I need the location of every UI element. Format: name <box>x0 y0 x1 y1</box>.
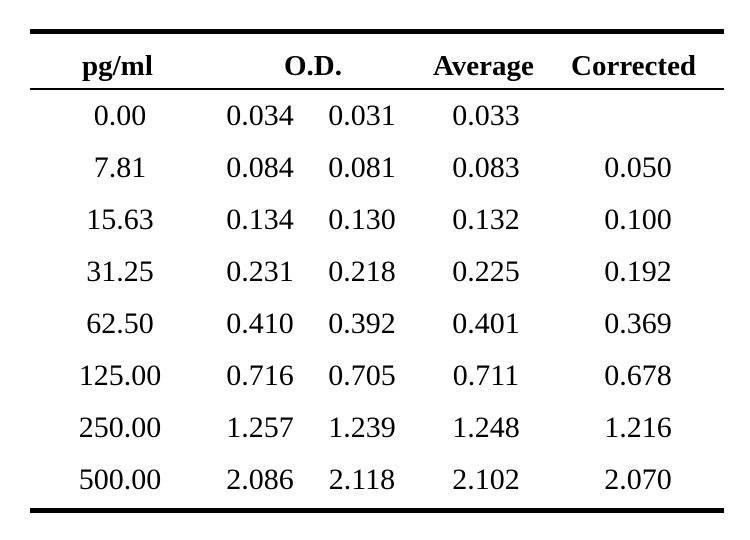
cell-average: 0.083 <box>452 151 520 184</box>
cell-average: 0.132 <box>452 203 520 236</box>
cell-concentration: 125.00 <box>78 359 162 392</box>
cell-concentration: 0.00 <box>93 99 147 132</box>
cell-average: 0.401 <box>452 307 520 340</box>
table-row: 125.00 0.716 0.705 0.711 0.678 <box>30 350 724 402</box>
cell-od-1: 1.257 <box>226 411 294 444</box>
cell-od-2: 1.239 <box>328 411 396 444</box>
cell-od-2: 2.118 <box>328 463 396 496</box>
cell-od-2: 0.031 <box>328 99 396 132</box>
cell-od-2: 0.705 <box>328 359 396 392</box>
standard-curve-table: pg/ml O.D. Average Corrected 0.00 0.034 … <box>30 29 724 513</box>
header-corrected: Corrected <box>571 50 697 82</box>
table-row: 15.63 0.134 0.130 0.132 0.100 <box>30 194 724 246</box>
cell-od-2: 0.392 <box>328 307 396 340</box>
cell-concentration: 31.25 <box>86 255 154 288</box>
header-od: O.D. <box>284 50 342 82</box>
table-row: 500.00 2.086 2.118 2.102 2.070 <box>30 454 724 506</box>
cell-od-1: 0.034 <box>226 99 294 132</box>
table-header: pg/ml O.D. Average Corrected <box>30 34 724 88</box>
cell-average: 2.102 <box>452 463 520 496</box>
cell-average: 0.225 <box>452 255 520 288</box>
cell-corrected: 0.192 <box>604 255 672 288</box>
header-average: Average <box>433 50 534 82</box>
cell-od-2: 0.218 <box>328 255 396 288</box>
cell-od-1: 0.134 <box>226 203 294 236</box>
table-row: 7.81 0.084 0.081 0.083 0.050 <box>30 142 724 194</box>
cell-concentration: 7.81 <box>93 151 147 184</box>
cell-od-2: 0.081 <box>328 151 396 184</box>
cell-corrected: 0.050 <box>604 151 672 184</box>
cell-od-1: 0.084 <box>226 151 294 184</box>
top-rule <box>30 29 724 34</box>
header-rule <box>30 88 724 90</box>
cell-average: 0.033 <box>452 99 520 132</box>
cell-corrected: 0.369 <box>604 307 672 340</box>
cell-od-1: 0.410 <box>226 307 294 340</box>
cell-od-1: 0.231 <box>226 255 294 288</box>
table-row: 0.00 0.034 0.031 0.033 <box>30 90 724 142</box>
table-row: 250.00 1.257 1.239 1.248 1.216 <box>30 402 724 454</box>
cell-average: 1.248 <box>452 411 520 444</box>
cell-average: 0.711 <box>452 359 520 392</box>
bottom-rule <box>30 508 724 513</box>
table-row: 31.25 0.231 0.218 0.225 0.192 <box>30 246 724 298</box>
cell-od-1: 0.716 <box>226 359 294 392</box>
cell-concentration: 500.00 <box>78 463 162 496</box>
cell-od-1: 2.086 <box>226 463 294 496</box>
cell-concentration: 15.63 <box>86 203 154 236</box>
cell-corrected: 1.216 <box>604 411 672 444</box>
cell-od-2: 0.130 <box>328 203 396 236</box>
cell-corrected: 0.100 <box>604 203 672 236</box>
cell-concentration: 250.00 <box>78 411 162 444</box>
cell-corrected: 2.070 <box>604 463 672 496</box>
cell-corrected: 0.678 <box>604 359 672 392</box>
header-concentration: pg/ml <box>82 50 153 82</box>
table-body: 0.00 0.034 0.031 0.033 7.81 0.084 0.081 … <box>30 90 724 506</box>
cell-concentration: 62.50 <box>86 307 154 340</box>
table-row: 62.50 0.410 0.392 0.401 0.369 <box>30 298 724 350</box>
